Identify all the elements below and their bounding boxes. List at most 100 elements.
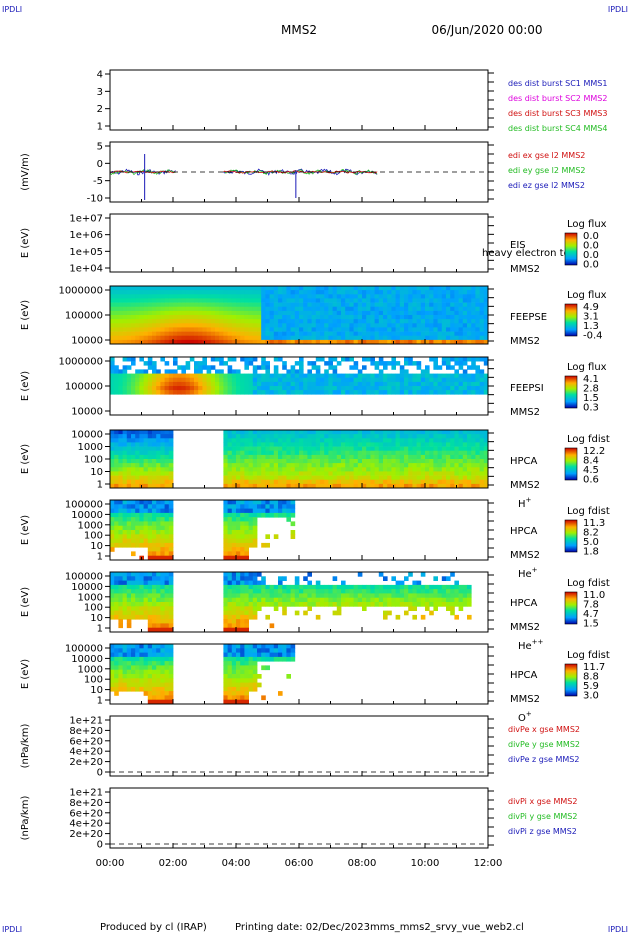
heatmap-cell <box>328 438 333 443</box>
heatmap-cell <box>231 695 237 701</box>
heatmap-cell <box>278 306 283 312</box>
heatmap-cell <box>357 450 363 456</box>
heatmap-cell <box>269 648 275 653</box>
heatmap-cell <box>198 377 203 383</box>
heatmap-cell <box>278 373 283 379</box>
heatmap-cell <box>114 335 119 341</box>
heatmap-cell <box>131 589 136 594</box>
heatmap-cell <box>261 589 266 594</box>
heatmap-cell <box>143 471 149 476</box>
heatmap-cell <box>399 483 405 489</box>
heatmap-cell <box>357 459 363 464</box>
heatmap-cell <box>278 644 283 649</box>
heatmap-cell <box>248 290 254 295</box>
heatmap-cell <box>311 365 317 370</box>
heatmap-cell <box>349 597 354 603</box>
heatmap-cell <box>378 369 384 374</box>
panel-frame <box>109 213 489 273</box>
heatmap-cell <box>160 517 165 522</box>
heatmap-cell <box>324 602 329 607</box>
heatmap-cell <box>202 377 207 383</box>
heatmap-cell <box>433 357 438 362</box>
heatmap-cell <box>357 471 363 476</box>
heatmap-cell <box>244 463 249 468</box>
heatmap-cell <box>269 512 275 518</box>
heatmap-cell <box>467 593 472 599</box>
heatmap-cell <box>462 290 468 295</box>
heatmap-cell <box>194 319 199 324</box>
heatmap-cell <box>328 381 333 387</box>
heatmap-cell <box>269 373 275 379</box>
heatmap-cell <box>164 504 170 509</box>
heatmap-cell <box>273 463 279 468</box>
heatmap-cell <box>370 381 375 387</box>
heatmap-cell <box>315 302 321 308</box>
heatmap-cell <box>278 584 283 590</box>
heatmap-cell <box>458 319 464 324</box>
heatmap-cell <box>412 584 417 590</box>
heatmap-cell <box>118 682 123 688</box>
heatmap-cell <box>324 294 329 299</box>
heatmap-cell <box>454 580 459 586</box>
heatmap-cell <box>210 339 216 345</box>
heatmap-cell <box>244 298 249 303</box>
heatmap-cell <box>294 584 300 590</box>
heatmap-cell <box>307 434 312 439</box>
heatmap-cell <box>244 381 249 387</box>
heatmap-cell <box>374 454 380 460</box>
heatmap-cell <box>286 377 291 383</box>
heatmap-cell <box>328 475 333 481</box>
heatmap-cell <box>164 555 170 561</box>
heatmap-cell <box>244 686 249 692</box>
heatmap-cell <box>311 475 317 481</box>
heatmap-cell <box>185 373 191 379</box>
heatmap-cell <box>412 390 417 395</box>
heatmap-cell <box>458 390 464 395</box>
heatmap-cell <box>441 377 447 383</box>
heatmap-cell <box>294 442 300 447</box>
heatmap-cell <box>433 339 438 345</box>
heatmap-cell <box>227 627 233 633</box>
heatmap-cell <box>122 500 128 505</box>
heatmap-cell <box>135 597 140 603</box>
heatmap-cell <box>446 475 451 481</box>
heatmap-cell <box>273 471 279 476</box>
heatmap-cell <box>408 483 413 489</box>
heatmap-cell <box>282 450 287 456</box>
heatmap-cell <box>378 483 384 489</box>
heatmap-cell <box>227 446 233 452</box>
heatmap-cell <box>328 446 333 452</box>
heatmap-cell <box>336 361 342 366</box>
heatmap-cell <box>278 438 283 443</box>
heatmap-cell <box>236 644 241 649</box>
heatmap-cell <box>450 467 455 472</box>
heatmap-cell <box>227 551 233 557</box>
heatmap-cell <box>320 302 325 308</box>
heatmap-cell <box>236 606 241 611</box>
heatmap-cell <box>391 302 396 308</box>
heatmap-cell <box>286 430 291 435</box>
heatmap-cell <box>244 357 249 362</box>
heatmap-cell <box>425 290 430 295</box>
heatmap-cell <box>114 538 119 544</box>
heatmap-cell <box>131 479 136 485</box>
heatmap-cell <box>152 471 157 476</box>
heatmap-cell <box>257 298 262 303</box>
heatmap-cell <box>294 306 300 312</box>
heatmap-cell <box>152 483 157 489</box>
heatmap-cell <box>202 373 207 379</box>
heatmap-cell <box>357 381 363 387</box>
heatmap-cell <box>311 459 317 464</box>
heatmap-cell <box>240 310 245 316</box>
heatmap-cell <box>223 674 228 679</box>
heatmap-cell <box>408 467 413 472</box>
heatmap-cell <box>345 450 350 456</box>
heatmap-cell <box>278 648 283 653</box>
heatmap-cell <box>420 434 426 439</box>
heatmap-cell <box>156 475 161 481</box>
heatmap-cell <box>223 463 228 468</box>
colorbar <box>564 663 578 697</box>
heatmap-cell <box>324 593 329 599</box>
heatmap-cell <box>328 327 333 332</box>
heatmap-cell <box>269 508 275 514</box>
